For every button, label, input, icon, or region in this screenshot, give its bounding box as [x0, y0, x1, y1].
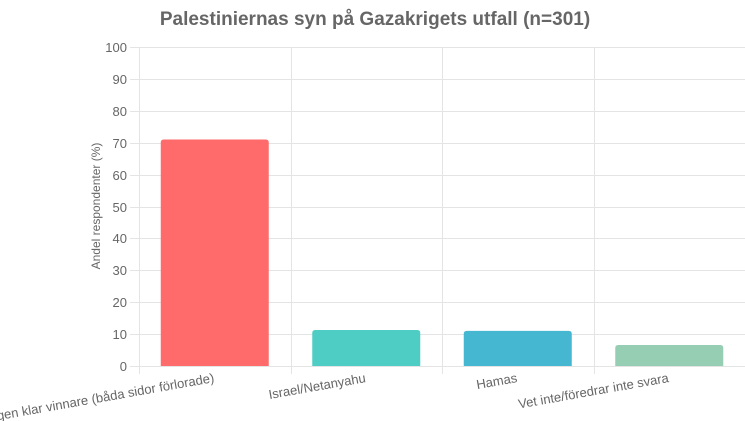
- y-axis-ticks: 0 10 20 30 40 50 60 70 80 90 100: [105, 40, 127, 374]
- y-tick-label: 60: [113, 168, 127, 183]
- x-tick-label: Hamas: [475, 370, 519, 392]
- y-tick-label: 40: [113, 231, 127, 246]
- y-tick-label: 0: [120, 359, 127, 374]
- y-tick-label: 70: [113, 136, 127, 151]
- y-tick-label: 80: [113, 104, 127, 119]
- y-tick-label: 30: [113, 263, 127, 278]
- y-axis-title: Andel respondenter (%): [89, 143, 103, 270]
- y-tick-label: 100: [105, 40, 127, 55]
- x-tick-label: Israel/Netanyahu: [267, 370, 366, 402]
- y-tick-label: 90: [113, 72, 127, 87]
- bar[interactable]: [312, 329, 421, 366]
- bar[interactable]: [615, 344, 724, 366]
- x-tick-label: Ingen klar vinnare (båda sidor förlorade…: [0, 370, 215, 421]
- x-axis-ticks: Ingen klar vinnare (båda sidor förlorade…: [0, 370, 671, 421]
- bar[interactable]: [160, 139, 269, 366]
- bar[interactable]: [463, 330, 572, 366]
- chart-title: Palestiniernas syn på Gazakrigets utfall…: [160, 9, 590, 30]
- y-tick-label: 50: [113, 200, 127, 215]
- y-tick-label: 10: [113, 327, 127, 342]
- x-tick-label: Vet inte/föredrar inte svara: [517, 370, 671, 411]
- bars: [160, 139, 724, 366]
- y-tick-label: 20: [113, 295, 127, 310]
